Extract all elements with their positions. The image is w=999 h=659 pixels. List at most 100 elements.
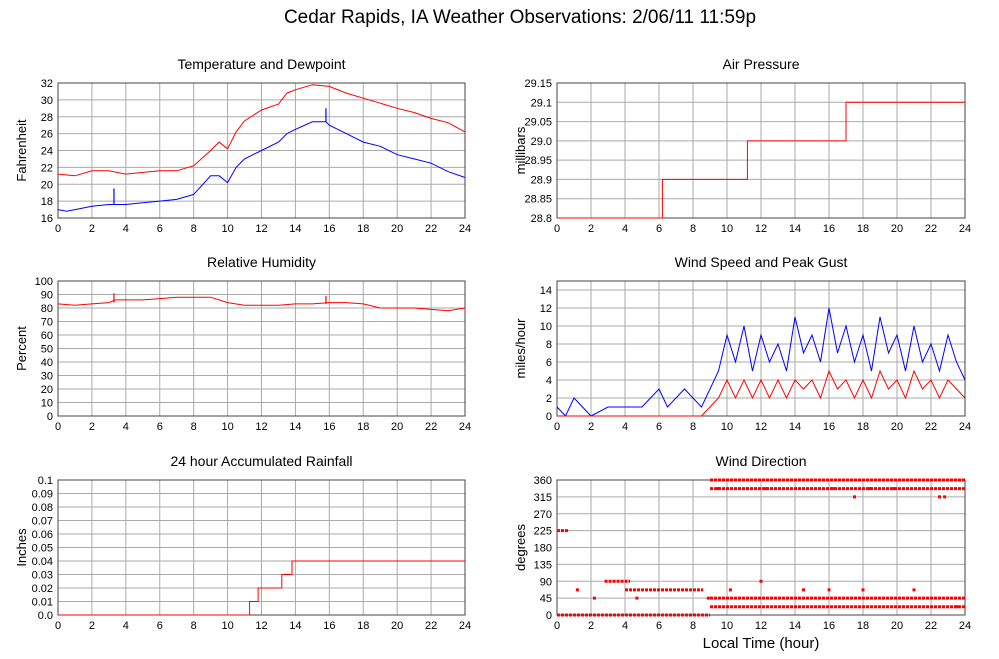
- direction-point: [592, 596, 596, 600]
- x-tick-label: 8: [191, 620, 197, 632]
- x-tick-label: 16: [323, 421, 335, 433]
- x-tick-label: 2: [588, 223, 594, 235]
- wind-title: Wind Speed and Peak Gust: [675, 254, 848, 270]
- x-tick-label: 24: [459, 223, 471, 235]
- x-tick-label: 16: [823, 421, 835, 433]
- x-tick-label: 0: [554, 620, 560, 632]
- y-tick-label: 22: [41, 162, 53, 174]
- pressure-title: Air Pressure: [722, 56, 799, 72]
- y-tick-label: 6: [546, 357, 552, 369]
- x-tick-label: 24: [959, 620, 971, 632]
- x-tick-label: 8: [690, 421, 696, 433]
- direction-point: [728, 588, 732, 592]
- direction-point: [830, 487, 834, 491]
- x-tick-label: 12: [755, 620, 767, 632]
- y-tick-label: 30: [41, 371, 53, 383]
- y-tick-label: 360: [534, 475, 552, 487]
- x-tick-label: 8: [690, 223, 696, 235]
- x-tick-label: 18: [857, 620, 869, 632]
- x-tick-label: 16: [823, 620, 835, 632]
- y-tick-label: 0.04: [32, 556, 53, 568]
- x-tick-label: 22: [425, 421, 437, 433]
- pressure-ylabel: millibars: [513, 126, 528, 174]
- y-tick-label: 0: [47, 411, 53, 423]
- y-tick-label: 29.1: [531, 97, 552, 109]
- x-tick-label: 18: [357, 223, 369, 235]
- x-tick-label: 6: [656, 620, 662, 632]
- x-tick-label: 18: [357, 421, 369, 433]
- x-tick-label: 8: [690, 620, 696, 632]
- y-tick-label: 8: [546, 339, 552, 351]
- y-tick-label: 50: [41, 344, 53, 356]
- x-tick-label: 4: [622, 620, 628, 632]
- x-tick-label: 0: [55, 223, 61, 235]
- y-tick-label: 0.01: [32, 597, 53, 609]
- x-tick-label: 6: [157, 421, 163, 433]
- wind-ylabel: miles/hour: [513, 318, 528, 379]
- direction-point: [745, 487, 749, 491]
- y-tick-label: 16: [41, 213, 53, 225]
- y-tick-label: 100: [35, 276, 53, 288]
- x-tick-label: 10: [221, 620, 233, 632]
- x-tick-label: 12: [755, 421, 767, 433]
- x-tick-label: 24: [959, 421, 971, 433]
- y-tick-label: 26: [41, 129, 53, 141]
- direction-point: [635, 596, 639, 600]
- wind-panel: Wind Speed and Peak Gust miles/hour 0 2 4 6 8 1…: [513, 254, 971, 433]
- y-tick-label: 24: [41, 146, 53, 158]
- x-tick-label: 22: [925, 421, 937, 433]
- x-tick-label: 16: [823, 223, 835, 235]
- y-tick-label: 14: [540, 285, 552, 297]
- x-tick-label: 22: [925, 223, 937, 235]
- direction-point: [802, 588, 805, 592]
- x-tick-label: 24: [459, 620, 471, 632]
- y-tick-label: 90: [41, 290, 53, 302]
- y-tick-label: 180: [534, 543, 552, 555]
- humidity-ylabel: Percent: [14, 326, 29, 371]
- direction-title: Wind Direction: [715, 453, 806, 469]
- x-tick-label: 22: [425, 223, 437, 235]
- direction-point: [912, 588, 916, 592]
- x-tick-label: 10: [721, 620, 733, 632]
- x-tick-label: 0: [55, 421, 61, 433]
- y-tick-label: 0.08: [32, 502, 53, 514]
- y-tick-label: 4: [546, 375, 552, 387]
- y-tick-label: 28.85: [524, 194, 552, 206]
- y-tick-label: 29.15: [524, 78, 552, 90]
- pressure-series-red: [557, 101, 965, 219]
- direction-point: [575, 588, 579, 592]
- x-tick-label: 18: [857, 223, 869, 235]
- x-tick-label: 12: [755, 223, 767, 235]
- x-tick-label: 6: [157, 223, 163, 235]
- x-tick-label: 14: [289, 421, 301, 433]
- x-tick-label: 18: [857, 421, 869, 433]
- wind-series-red: [557, 369, 966, 417]
- y-tick-label: 18: [41, 196, 53, 208]
- x-tick-label: 2: [89, 620, 95, 632]
- x-tick-label: 4: [123, 421, 129, 433]
- direction-point: [717, 487, 720, 491]
- x-tick-label: 6: [656, 223, 662, 235]
- x-tick-label: 24: [959, 223, 971, 235]
- x-tick-label: 10: [721, 421, 733, 433]
- y-tick-label: 28.9: [531, 174, 552, 186]
- direction-point: [759, 579, 763, 583]
- y-tick-label: 28: [41, 112, 53, 124]
- x-tick-label: 4: [622, 421, 628, 433]
- direction-point: [827, 588, 831, 592]
- y-tick-label: 0.0: [38, 610, 53, 622]
- y-tick-label: 10: [41, 398, 53, 410]
- y-tick-label: 0: [546, 411, 552, 423]
- y-tick-label: 70: [41, 317, 53, 329]
- x-tick-label: 14: [289, 223, 301, 235]
- y-tick-label: 0.02: [32, 583, 53, 595]
- humidity-frame: [57, 280, 466, 417]
- direction-point: [764, 487, 768, 491]
- y-tick-label: 225: [534, 526, 552, 538]
- x-tick-label: 2: [89, 421, 95, 433]
- y-tick-label: 135: [534, 559, 552, 571]
- x-tick-label: 12: [255, 421, 267, 433]
- direction-point: [943, 495, 947, 499]
